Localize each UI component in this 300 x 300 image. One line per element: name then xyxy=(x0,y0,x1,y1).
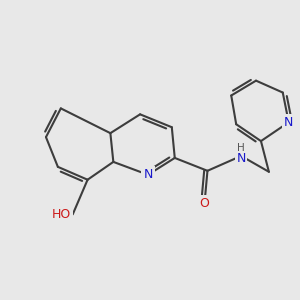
Text: N: N xyxy=(284,116,293,129)
Text: O: O xyxy=(200,197,209,210)
Text: N: N xyxy=(236,152,246,165)
Text: N: N xyxy=(143,168,153,181)
Text: H: H xyxy=(237,142,245,153)
Text: HO: HO xyxy=(52,208,71,221)
